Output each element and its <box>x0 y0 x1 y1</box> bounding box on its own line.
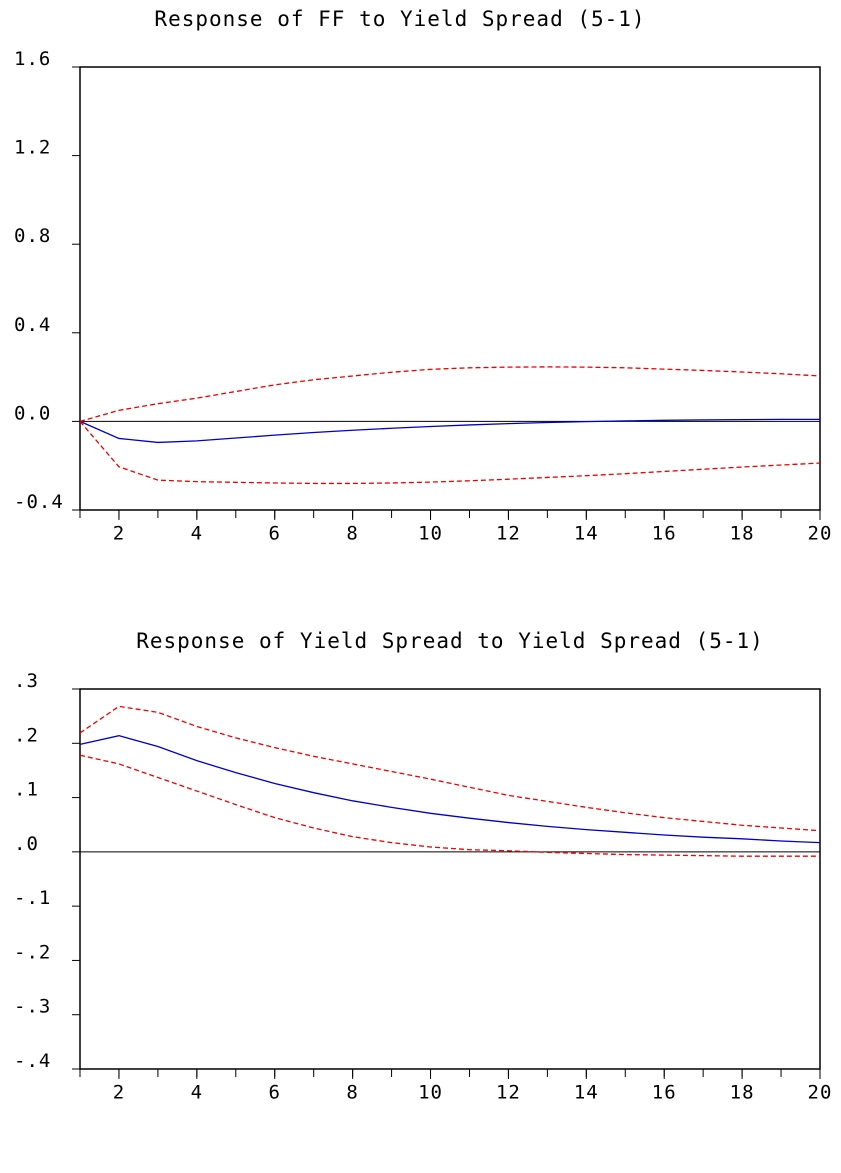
chart-title: Response of Yield Spread to Yield Spread… <box>136 629 764 653</box>
x-tick-label: 10 <box>418 523 443 545</box>
series-line <box>79 735 821 844</box>
y-tick-label: 1.6 <box>14 48 51 70</box>
x-tick-label: 12 <box>496 523 521 545</box>
x-tick-label: 8 <box>346 1082 358 1104</box>
x-tick-label: 4 <box>191 523 203 545</box>
x-tick-label: 18 <box>730 1082 755 1104</box>
y-tick-label: .3 <box>14 670 39 692</box>
y-tick-label: 0.4 <box>14 314 51 336</box>
series-line <box>79 366 821 423</box>
x-tick-label: 16 <box>652 523 677 545</box>
y-tick-label: -0.4 <box>14 491 64 513</box>
x-tick-label: 4 <box>191 1082 203 1104</box>
series-line <box>79 754 820 857</box>
x-tick-label: 18 <box>730 523 755 545</box>
x-tick-label: 2 <box>113 1082 125 1104</box>
x-tick-label: 2 <box>113 523 125 545</box>
y-tick-label: .0 <box>14 833 39 855</box>
series-line <box>79 705 821 832</box>
y-tick-label: .2 <box>14 724 39 746</box>
x-tick-label: 16 <box>652 1082 677 1104</box>
y-tick-label: 1.2 <box>14 137 51 159</box>
x-tick-label: 10 <box>418 1082 443 1104</box>
x-tick-label: 20 <box>808 1082 833 1104</box>
plot-frame <box>79 688 821 1070</box>
y-tick-label: -.2 <box>14 941 51 963</box>
series-line <box>79 420 821 485</box>
series-line <box>79 418 820 444</box>
x-tick-label: 14 <box>574 1082 599 1104</box>
y-tick-label: 0.0 <box>14 402 51 424</box>
x-tick-label: 6 <box>269 523 281 545</box>
x-tick-label: 6 <box>269 1082 281 1104</box>
y-tick-label: -.4 <box>14 1050 51 1072</box>
y-tick-label: 0.8 <box>14 225 51 247</box>
plot-frame <box>79 66 821 511</box>
x-tick-label: 20 <box>808 523 833 545</box>
chart-title: Response of FF to Yield Spread (5-1) <box>154 7 645 31</box>
y-tick-label: -.1 <box>14 887 51 909</box>
y-tick-label: .1 <box>14 779 39 801</box>
y-tick-label: -.3 <box>14 996 51 1018</box>
x-tick-label: 12 <box>496 1082 521 1104</box>
x-tick-label: 14 <box>574 523 599 545</box>
x-tick-label: 8 <box>346 523 358 545</box>
